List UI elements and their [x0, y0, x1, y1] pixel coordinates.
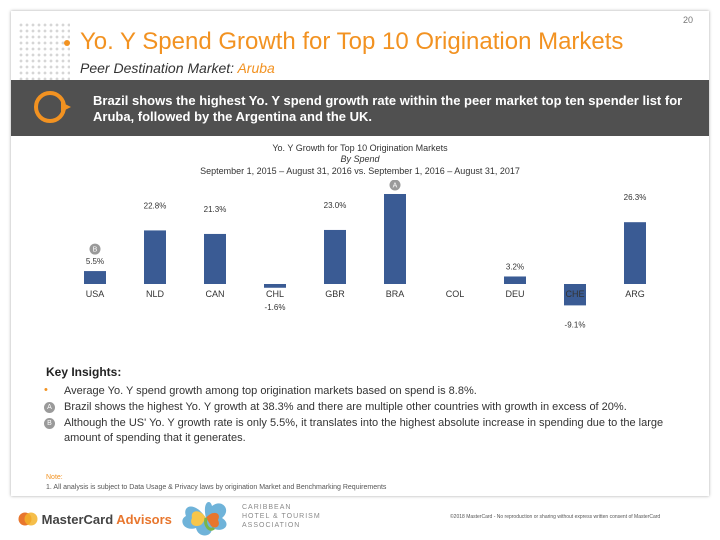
marker-b-icon: B	[44, 418, 55, 429]
chart-period: September 1, 2015 – August 31, 2016 vs. …	[200, 166, 520, 176]
page-subtitle: Peer Destination Market: Aruba	[80, 60, 275, 76]
marker-a-icon: A	[44, 402, 55, 413]
category-label: GBR	[325, 289, 345, 299]
bar-chart: USA 5.5% NLD 22.8% CAN 21.3% CHL -1.6% GBR 23.0% B…	[84, 180, 647, 329]
copyright-text: ©2018 MasterCard - No reproduction or sh…	[450, 514, 661, 520]
bullet-icon: •	[44, 384, 48, 396]
category-label: USA	[86, 289, 105, 299]
chta-wordmark: CARIBBEAN HOTEL & TOURISM ASSOCIATION	[242, 503, 321, 530]
chta-flower-logo-icon	[182, 502, 227, 536]
data-label: 26.3%	[624, 193, 647, 202]
insights-heading: Key Insights:	[46, 365, 122, 379]
category-label: DEU	[505, 289, 524, 299]
target-arrow-icon	[34, 91, 71, 123]
title-dot-icon	[64, 40, 70, 46]
logo-text-advisors: Advisors	[113, 512, 172, 527]
subtitle-label: Peer Destination Market:	[80, 60, 238, 76]
bar-usa	[84, 271, 106, 284]
mastercard-circles-icon	[18, 512, 38, 526]
marker-a-badge	[389, 180, 401, 191]
data-label: 22.8%	[144, 201, 167, 210]
chta-line-3: ASSOCIATION	[242, 522, 301, 529]
category-label: CHL	[266, 289, 284, 299]
page-number: 20	[683, 15, 694, 25]
page-title: Yo. Y Spend Growth for Top 10 Originatio…	[80, 28, 624, 55]
chta-line-2: HOTEL & TOURISM	[242, 513, 321, 520]
note-text: 1. All analysis is subject to Data Usage…	[46, 484, 387, 491]
data-label: 23.0%	[324, 201, 347, 210]
insight-item: Average Yo. Y spend growth among top ori…	[64, 385, 477, 397]
bar-can	[204, 233, 226, 284]
bar-bra	[384, 193, 406, 284]
data-label: -9.1%	[565, 320, 586, 329]
category-label: BRA	[386, 289, 405, 299]
data-label: 21.3%	[204, 205, 227, 214]
marker-b-badge	[89, 243, 101, 255]
banner-text: Brazil shows the highest Yo. Y spend gro…	[93, 93, 683, 124]
category-label: NLD	[146, 289, 165, 299]
marker-a-label: A	[393, 182, 398, 189]
bar-chl	[264, 284, 286, 288]
marker-b-label: B	[93, 247, 98, 254]
summary-banner: Brazil shows the highest Yo. Y spend gro…	[11, 80, 709, 136]
category-label: CAN	[205, 289, 224, 299]
category-label: CHE	[565, 289, 584, 299]
dot-grid-decoration	[18, 22, 70, 82]
bar-gbr	[324, 229, 346, 284]
insight-item: Although the US' Yo. Y growth rate is on…	[64, 417, 664, 444]
chart-title: Yo. Y Growth for Top 10 Origination Mark…	[272, 143, 448, 153]
data-label: 3.2%	[506, 262, 524, 271]
chart-subtitle: By Spend	[340, 154, 380, 164]
bar-che	[564, 284, 586, 306]
data-label: 5.5%	[86, 257, 104, 266]
category-label: COL	[446, 289, 465, 299]
insight-item: Brazil shows the highest Yo. Y growth at…	[64, 401, 627, 413]
category-label: ARG	[625, 289, 645, 299]
bar-nld	[144, 230, 166, 284]
data-label: -1.6%	[265, 303, 286, 312]
bar-deu	[504, 276, 526, 284]
bar-arg	[624, 222, 646, 284]
logo-text: MasterCard	[41, 512, 114, 527]
subtitle-market: Aruba	[237, 60, 275, 76]
note-label: Note:	[46, 474, 63, 481]
chta-line-1: CARIBBEAN	[242, 504, 292, 511]
mastercard-advisors-logo: MasterCard Advisors	[18, 512, 172, 527]
